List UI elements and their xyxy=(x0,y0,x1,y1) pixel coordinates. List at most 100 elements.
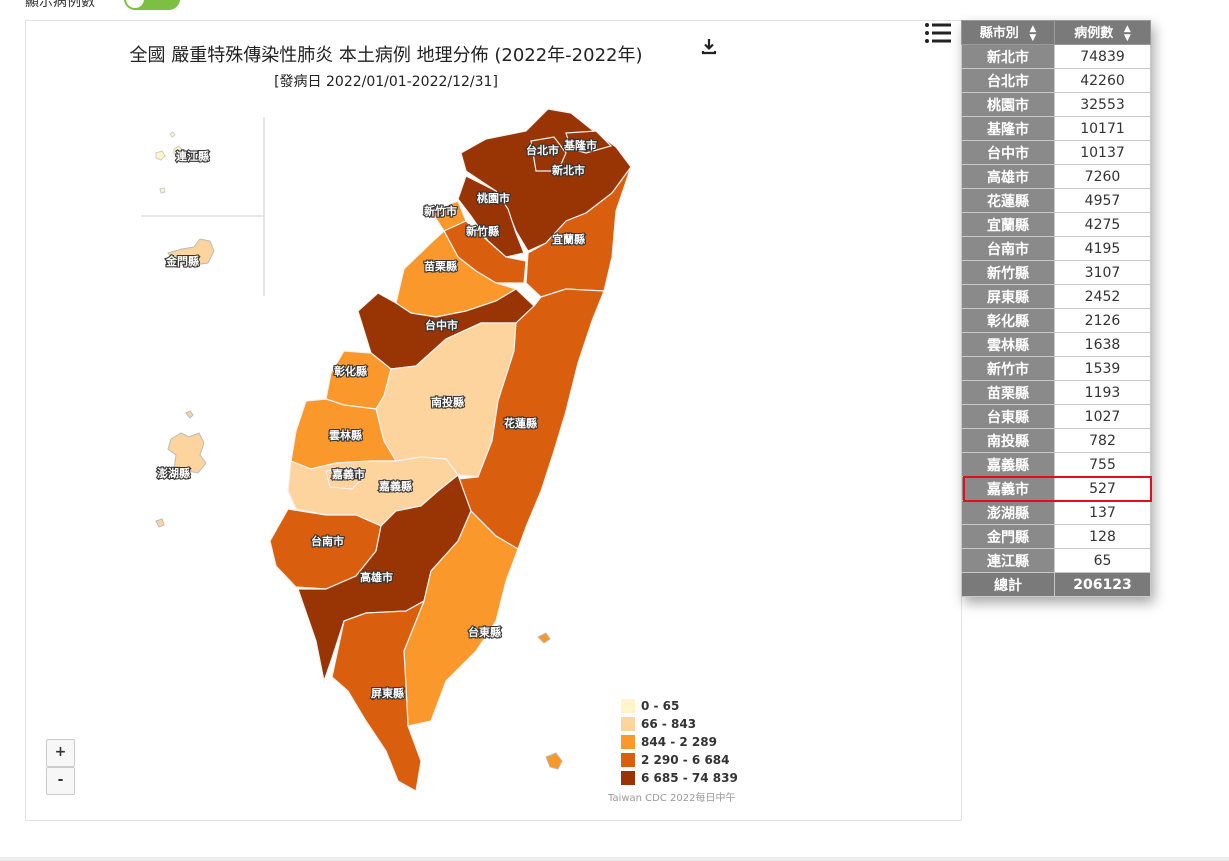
row-city: 高雄市 xyxy=(961,164,1055,189)
legend-swatch xyxy=(621,699,635,713)
row-cases: 65 xyxy=(1054,548,1151,573)
table-total-row: 總計 206123 xyxy=(961,572,1151,597)
table-row[interactable]: 高雄市 7260 xyxy=(961,164,1151,189)
table-row[interactable]: 台南市 4195 xyxy=(961,236,1151,261)
table-row[interactable]: 雲林縣 1638 xyxy=(961,332,1151,357)
legend-item[interactable]: 0 - 65 xyxy=(621,697,738,715)
legend-item[interactable]: 2 290 - 6 684 xyxy=(621,751,738,769)
table-row[interactable]: 新北市 74839 xyxy=(961,44,1151,69)
row-city: 宜蘭縣 xyxy=(961,212,1055,237)
map-label-hualien: 花蓮縣 xyxy=(504,416,537,430)
map-label-taichung: 台中市 xyxy=(425,318,458,332)
region-chiayi-city[interactable] xyxy=(325,466,365,490)
region-penghu[interactable] xyxy=(155,410,207,528)
map-label-hsinchu-county: 新竹縣 xyxy=(466,224,499,238)
row-city: 嘉義縣 xyxy=(961,452,1055,477)
table-row[interactable]: 基隆市 10171 xyxy=(961,116,1151,141)
row-city: 桃園市 xyxy=(961,92,1055,117)
cases-table: 縣市別 ▲ ▼ 病例數 ▲ ▼ 新北市 74839 台北市 42260 桃園市 32553 基隆… xyxy=(961,20,1151,597)
table-row[interactable]: 澎湖縣 137 xyxy=(961,500,1151,525)
region-taipei[interactable] xyxy=(530,136,567,172)
row-city: 台南市 xyxy=(961,236,1055,261)
column-header-cases[interactable]: 病例數 ▲ ▼ xyxy=(1054,20,1151,45)
legend-item[interactable]: 6 685 - 74 839 xyxy=(621,769,738,787)
map-label-tainan: 台南市 xyxy=(311,534,344,548)
table-row[interactable]: 宜蘭縣 4275 xyxy=(961,212,1151,237)
download-icon[interactable] xyxy=(698,35,720,57)
zoom-out-button[interactable]: - xyxy=(46,767,75,795)
toggle-knob xyxy=(126,0,144,8)
legend-swatch xyxy=(621,735,635,749)
row-cases: 4275 xyxy=(1054,212,1151,237)
row-city: 金門縣 xyxy=(961,524,1055,549)
menu-icon[interactable] xyxy=(924,22,952,48)
zoom-in-button[interactable]: + xyxy=(46,739,75,767)
row-cases: 32553 xyxy=(1054,92,1151,117)
show-cases-toggle[interactable] xyxy=(124,0,180,10)
table-row[interactable]: 新竹縣 3107 xyxy=(961,260,1151,285)
table-row[interactable]: 花蓮縣 4957 xyxy=(961,188,1151,213)
region-lienchiang[interactable] xyxy=(155,131,184,194)
legend-item[interactable]: 844 - 2 289 xyxy=(621,733,738,751)
map-label-changhua: 彰化縣 xyxy=(334,364,367,378)
region-orchid-island xyxy=(545,752,563,770)
map-label-taitung: 台東縣 xyxy=(468,625,501,639)
row-city: 苗栗縣 xyxy=(961,380,1055,405)
map-label-keelung: 基隆市 xyxy=(563,138,597,152)
table-row[interactable]: 屏東縣 2452 xyxy=(961,284,1151,309)
table-row[interactable]: 連江縣 65 xyxy=(961,548,1151,573)
row-cases: 128 xyxy=(1054,524,1151,549)
row-city: 基隆市 xyxy=(961,116,1055,141)
region-taitung[interactable] xyxy=(403,509,519,727)
map-label-new-taipei: 新北市 xyxy=(552,163,585,177)
map-legend: 0 - 65 66 - 843 844 - 2 289 2 290 - 6 68… xyxy=(621,697,738,787)
row-cases: 2126 xyxy=(1054,308,1151,333)
table-row[interactable]: 彰化縣 2126 xyxy=(961,308,1151,333)
total-value: 206123 xyxy=(1054,572,1151,597)
map-label-taipei: 台北市 xyxy=(526,143,559,157)
row-city: 雲林縣 xyxy=(961,332,1055,357)
region-keelung[interactable] xyxy=(565,130,613,154)
table-row[interactable]: 桃園市 32553 xyxy=(961,92,1151,117)
map-panel: 全國 嚴重特殊傳染性肺炎 本土病例 地理分佈 (2022年-2022年) [發病… xyxy=(25,20,962,821)
table-row[interactable]: 南投縣 782 xyxy=(961,428,1151,453)
sort-icon[interactable]: ▲ ▼ xyxy=(1123,23,1131,43)
table-row[interactable]: 台東縣 1027 xyxy=(961,404,1151,429)
row-city: 連江縣 xyxy=(961,548,1055,573)
column-header-city[interactable]: 縣市別 ▲ ▼ xyxy=(961,20,1055,45)
map-label-miaoli: 苗栗縣 xyxy=(424,259,457,273)
legend-swatch xyxy=(621,717,635,731)
region-taoyuan[interactable] xyxy=(457,175,525,258)
table-row[interactable]: 新竹市 1539 xyxy=(961,356,1151,381)
legend-swatch xyxy=(621,771,635,785)
table-row[interactable]: 嘉義市 527 xyxy=(961,476,1151,501)
table-row[interactable]: 台北市 42260 xyxy=(961,68,1151,93)
row-city: 彰化縣 xyxy=(961,308,1055,333)
map-label-hsinchu-city: 新竹市 xyxy=(424,204,457,218)
row-cases: 755 xyxy=(1054,452,1151,477)
map-label-chiayi-city: 嘉義市 xyxy=(331,467,365,481)
region-kinmen[interactable] xyxy=(167,238,215,266)
legend-swatch xyxy=(621,753,635,767)
top-toolbar: 顯示病例數 xyxy=(0,0,1229,14)
table-row[interactable]: 台中市 10137 xyxy=(961,140,1151,165)
row-city: 台東縣 xyxy=(961,404,1055,429)
table-row[interactable]: 苗栗縣 1193 xyxy=(961,380,1151,405)
row-cases: 1027 xyxy=(1054,404,1151,429)
row-cases: 4195 xyxy=(1054,236,1151,261)
map-label-kinmen: 金門縣 xyxy=(165,254,199,268)
legend-label: 6 685 - 74 839 xyxy=(641,771,738,785)
map-subtitle: [發病日 2022/01/01-2022/12/31] xyxy=(274,74,498,90)
row-cases: 10171 xyxy=(1054,116,1151,141)
row-cases: 2452 xyxy=(1054,284,1151,309)
row-city: 澎湖縣 xyxy=(961,500,1055,525)
row-cases: 42260 xyxy=(1054,68,1151,93)
region-pingtung[interactable] xyxy=(331,599,426,792)
row-city: 新竹市 xyxy=(961,356,1055,381)
map-label-nantou: 南投縣 xyxy=(431,395,464,409)
legend-item[interactable]: 66 - 843 xyxy=(621,715,738,733)
sort-icon[interactable]: ▲ ▼ xyxy=(1029,23,1037,43)
table-row[interactable]: 嘉義縣 755 xyxy=(961,452,1151,477)
taiwan-map: 台北市 基隆市 新北市 桃園市 新竹市 新竹縣 宜蘭縣 苗栗縣 台中市 彰化縣 … xyxy=(141,108,632,792)
table-row[interactable]: 金門縣 128 xyxy=(961,524,1151,549)
